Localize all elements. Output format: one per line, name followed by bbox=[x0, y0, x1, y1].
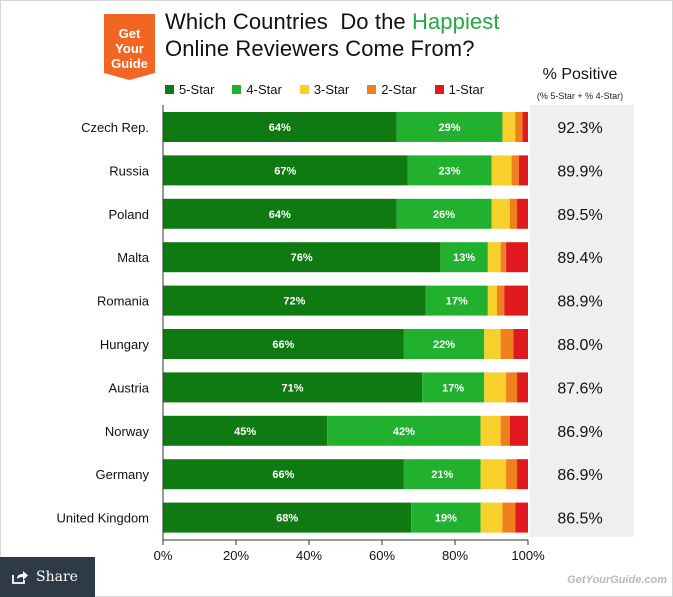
bar-segment-2-star bbox=[510, 199, 517, 229]
x-tick-label: 60% bbox=[369, 548, 395, 563]
percent-positive-value: 89.5% bbox=[557, 207, 602, 224]
bar-segment-2-star bbox=[502, 503, 515, 533]
bar-segment-3-star bbox=[502, 112, 515, 142]
data-label: 76% bbox=[291, 252, 313, 264]
bar-segment-3-star bbox=[484, 372, 506, 402]
percent-positive-value: 86.9% bbox=[557, 424, 602, 441]
data-label: 45% bbox=[234, 426, 256, 438]
data-label: 68% bbox=[276, 513, 298, 525]
data-label: 19% bbox=[435, 513, 457, 525]
bar-segment-2-star bbox=[512, 155, 519, 185]
bar-segment-3-star bbox=[481, 416, 501, 446]
percent-positive-value: 86.9% bbox=[557, 467, 602, 484]
bar-segment-2-star bbox=[506, 459, 517, 489]
bar-segment-1-star bbox=[515, 503, 528, 533]
category-label: Hungary bbox=[100, 337, 150, 352]
bar-segment-3-star bbox=[492, 155, 512, 185]
data-label: 17% bbox=[446, 296, 468, 308]
bar-segment-3-star bbox=[481, 459, 507, 489]
category-label: Norway bbox=[105, 424, 150, 439]
bar-segment-1-star bbox=[523, 112, 528, 142]
data-label: 23% bbox=[439, 165, 461, 177]
data-label: 71% bbox=[282, 382, 304, 394]
bar-segment-2-star bbox=[501, 416, 510, 446]
x-tick-label: 40% bbox=[296, 548, 322, 563]
watermark-text: GetYourGuide.com bbox=[567, 574, 667, 586]
x-tick-label: 100% bbox=[511, 548, 545, 563]
bar-segment-1-star bbox=[513, 329, 528, 359]
percent-positive-value: 92.3% bbox=[557, 120, 602, 137]
bar-segment-3-star bbox=[488, 286, 497, 316]
percent-positive-value: 88.9% bbox=[557, 294, 602, 311]
bar-segment-2-star bbox=[515, 112, 522, 142]
data-label: 72% bbox=[283, 296, 305, 308]
bar-segment-3-star bbox=[481, 503, 503, 533]
bar-segment-3-star bbox=[484, 329, 500, 359]
bar-segment-1-star bbox=[517, 199, 528, 229]
category-label: Poland bbox=[109, 207, 149, 222]
bar-segment-1-star bbox=[506, 242, 528, 272]
share-arrow-icon bbox=[12, 570, 28, 584]
category-label: Austria bbox=[109, 380, 150, 395]
percent-positive-value: 89.4% bbox=[557, 250, 602, 267]
percent-positive-value: 87.6% bbox=[557, 380, 602, 397]
x-tick-label: 0% bbox=[154, 548, 173, 563]
data-label: 29% bbox=[439, 122, 461, 134]
data-label: 67% bbox=[274, 165, 296, 177]
bar-segment-3-star bbox=[492, 199, 510, 229]
category-label: Russia bbox=[109, 163, 150, 178]
category-label: Germany bbox=[96, 467, 150, 482]
bar-segment-1-star bbox=[519, 155, 528, 185]
data-label: 64% bbox=[269, 209, 291, 221]
bar-segment-2-star bbox=[497, 286, 504, 316]
data-label: 13% bbox=[453, 252, 475, 264]
bar-segment-2-star bbox=[506, 372, 517, 402]
bar-segment-2-star bbox=[501, 242, 506, 272]
category-label: Czech Rep. bbox=[81, 120, 149, 135]
data-label: 66% bbox=[272, 469, 294, 481]
bar-segment-1-star bbox=[510, 416, 528, 446]
category-label: Romania bbox=[97, 294, 150, 309]
data-label: 42% bbox=[393, 426, 415, 438]
data-label: 21% bbox=[431, 469, 453, 481]
bar-segment-2-star bbox=[501, 329, 514, 359]
data-label: 22% bbox=[433, 339, 455, 351]
share-label: Share bbox=[36, 569, 78, 585]
data-label: 17% bbox=[442, 382, 464, 394]
percent-positive-value: 86.5% bbox=[557, 511, 602, 528]
bar-segment-1-star bbox=[504, 286, 528, 316]
bar-segment-1-star bbox=[517, 372, 528, 402]
percent-positive-value: 89.9% bbox=[557, 163, 602, 180]
bar-segment-1-star bbox=[517, 459, 528, 489]
data-label: 26% bbox=[433, 209, 455, 221]
data-label: 64% bbox=[269, 122, 291, 134]
x-tick-label: 80% bbox=[442, 548, 468, 563]
share-button[interactable]: Share bbox=[0, 557, 95, 597]
data-label: 66% bbox=[272, 339, 294, 351]
bar-segment-3-star bbox=[488, 242, 501, 272]
x-tick-label: 20% bbox=[223, 548, 249, 563]
category-label: United Kingdom bbox=[57, 511, 150, 526]
percent-positive-value: 88.0% bbox=[557, 337, 602, 354]
category-label: Malta bbox=[117, 250, 150, 265]
